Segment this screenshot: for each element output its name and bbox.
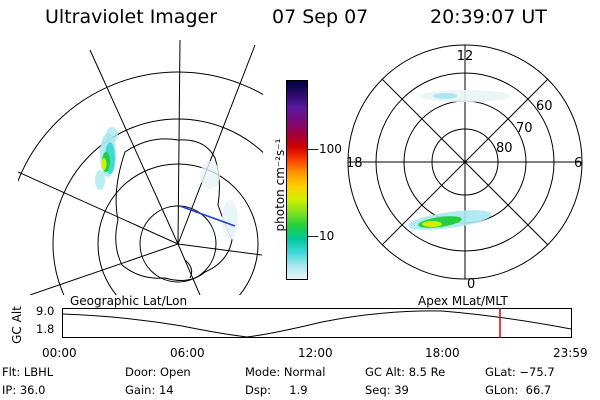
altitude-timeline: [62, 308, 572, 338]
latitude-circle: [52, 118, 263, 295]
mlat-label-70: 70: [516, 121, 533, 136]
time-label: 20:39:07 UT: [430, 6, 547, 28]
magnetic-polar-map: 12 18 6 0 60 70 80: [346, 44, 583, 290]
meridian-line: [177, 243, 263, 256]
info-gain: Gain: 14: [125, 383, 174, 397]
timeline-ylabel: GC Alt: [9, 306, 24, 344]
instrument-title: Ultraviolet Imager: [45, 6, 218, 28]
info-glat: GLat: −75.7: [485, 365, 555, 379]
coastline: [184, 259, 193, 279]
latitude-circle: [18, 71, 263, 183]
altitude-curve: [62, 310, 572, 338]
meridian-line: [29, 243, 179, 295]
mlt-label-bottom: 0: [467, 277, 475, 290]
continent-outline: [115, 138, 233, 281]
colorbar: [286, 80, 308, 280]
info-door: Door: Open: [125, 365, 191, 379]
left-map-caption: Geographic Lat/Lon: [70, 294, 188, 308]
mlt-line: [381, 78, 549, 246]
xtick-1800: 18:00: [425, 346, 460, 360]
colorbar-tick-10: —10: [307, 229, 335, 243]
info-seq: Seq: 39: [365, 383, 409, 397]
info-mode: Mode: Normal: [245, 365, 326, 379]
right-map-caption: Apex MLat/MLT: [418, 294, 508, 308]
meridian-line: [177, 40, 181, 245]
sun-direction-line: [179, 205, 236, 227]
info-glon: GLon: 66.7: [485, 383, 552, 397]
colorbar-label: photon cm⁻²s⁻¹: [273, 138, 287, 232]
timeline-ytick-bottom: 1.8: [36, 322, 55, 336]
xtick-0600: 06:00: [170, 346, 205, 360]
xtick-0000: 00:00: [42, 346, 77, 360]
timeline-ytick-top: 9.0: [36, 304, 55, 318]
aurora-oval: [408, 90, 510, 230]
meridian-line: [18, 171, 179, 245]
mlt-label-left: 18: [346, 156, 363, 171]
meridian-line: [177, 44, 256, 245]
info-dsp: Dsp: 1.9: [245, 383, 308, 397]
info-gc-alt: GC Alt: 8.5 Re: [365, 365, 446, 379]
info-filter: Flt: LBHL: [2, 365, 54, 379]
mlt-label-top: 12: [457, 49, 474, 64]
mlt-label-right: 6: [574, 156, 582, 171]
latitude-circle: [97, 163, 259, 295]
xtick-2359: 23:59: [553, 346, 588, 360]
date-label: 07 Sep 07: [272, 6, 369, 28]
xtick-1200: 12:00: [298, 346, 333, 360]
meridian-line: [177, 243, 201, 295]
info-ip: IP: 36.0: [2, 383, 46, 397]
mlat-label-60: 60: [536, 99, 553, 114]
aurora-emission: [95, 127, 238, 240]
mlat-label-80: 80: [496, 141, 513, 156]
colorbar-tick-100: —100: [307, 142, 342, 156]
geographic-map: [18, 40, 263, 295]
